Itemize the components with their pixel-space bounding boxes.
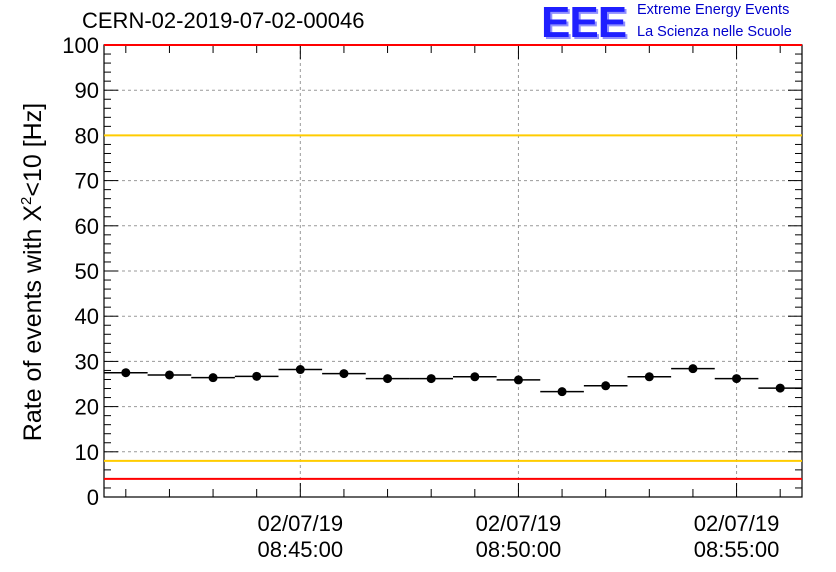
y-tick-label: 30 [75, 349, 99, 374]
y-tick-label: 90 [75, 78, 99, 103]
data-point [470, 372, 480, 382]
data-point [208, 373, 218, 383]
data-point [557, 387, 567, 397]
x-tick-label-date: 02/07/19 [476, 511, 562, 536]
x-tick-label-date: 02/07/19 [694, 511, 780, 536]
y-tick-label: 100 [62, 33, 99, 58]
data-point [426, 374, 436, 384]
data-point [339, 369, 349, 379]
logo-line-1: Extreme Energy Events [637, 2, 790, 18]
y-tick-label: 80 [75, 123, 99, 148]
logo-line-2: La Scienza nelle Scuole [637, 24, 792, 40]
data-point [252, 371, 262, 381]
data-point [295, 365, 305, 375]
y-tick-label: 60 [75, 214, 99, 239]
y-tick-label: 10 [75, 440, 99, 465]
y-tick-label: 40 [75, 304, 99, 329]
data-point [688, 364, 698, 374]
x-tick-label-date: 02/07/19 [257, 511, 343, 536]
data-point [644, 372, 654, 382]
data-point [513, 375, 523, 385]
y-tick-label: 0 [87, 485, 99, 510]
eee-logo: EEE [541, 0, 627, 47]
x-tick-label-time: 08:45:00 [257, 537, 343, 562]
chart-title: CERN-02-2019-07-02-00046 [82, 8, 365, 33]
x-tick-label-time: 08:55:00 [694, 537, 780, 562]
data-point [164, 370, 174, 380]
data-point [601, 381, 611, 391]
data-point [732, 374, 742, 384]
data-point [383, 374, 393, 384]
data-point [121, 368, 131, 378]
y-tick-label: 50 [75, 259, 99, 284]
data-point [775, 383, 785, 393]
x-tick-label-time: 08:50:00 [476, 537, 562, 562]
y-tick-label: 70 [75, 169, 99, 194]
y-tick-label: 20 [75, 395, 99, 420]
